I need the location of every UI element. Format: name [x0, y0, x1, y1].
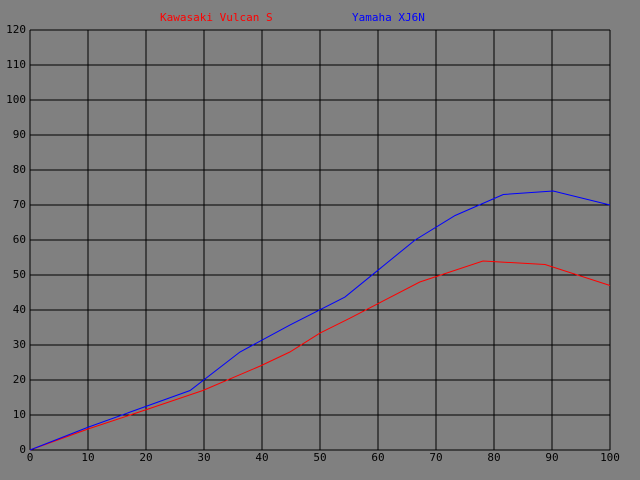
y-tick-label: 40: [13, 303, 26, 316]
y-tick-label: 10: [13, 408, 26, 421]
legend-entry: Kawasaki Vulcan S: [160, 11, 273, 24]
y-tick-label: 110: [6, 58, 26, 71]
x-tick-label: 30: [197, 451, 210, 464]
x-tick-label: 50: [313, 451, 326, 464]
x-tick-label: 20: [139, 451, 152, 464]
y-tick-label: 60: [13, 233, 26, 246]
series-line: [29, 190, 611, 451]
x-tick-label: 0: [27, 451, 34, 464]
y-tick-label: 50: [13, 268, 26, 281]
x-tick-label: 60: [371, 451, 384, 464]
y-tick-label: 0: [19, 443, 26, 456]
y-tick-label: 100: [6, 93, 26, 106]
y-tick-label: 20: [13, 373, 26, 386]
x-tick-label: 70: [429, 451, 442, 464]
y-tick-label: 90: [13, 128, 26, 141]
y-tick-label: 30: [13, 338, 26, 351]
x-tick-label: 90: [545, 451, 558, 464]
series-line: [29, 260, 611, 451]
x-tick-label: 80: [487, 451, 500, 464]
x-tick-label: 10: [81, 451, 94, 464]
y-tick-label: 70: [13, 198, 26, 211]
x-tick-label: 100: [600, 451, 620, 464]
y-tick-label: 120: [6, 23, 26, 36]
y-tick-label: 80: [13, 163, 26, 176]
x-tick-label: 40: [255, 451, 268, 464]
legend-entry: Yamaha XJ6N: [352, 11, 425, 24]
